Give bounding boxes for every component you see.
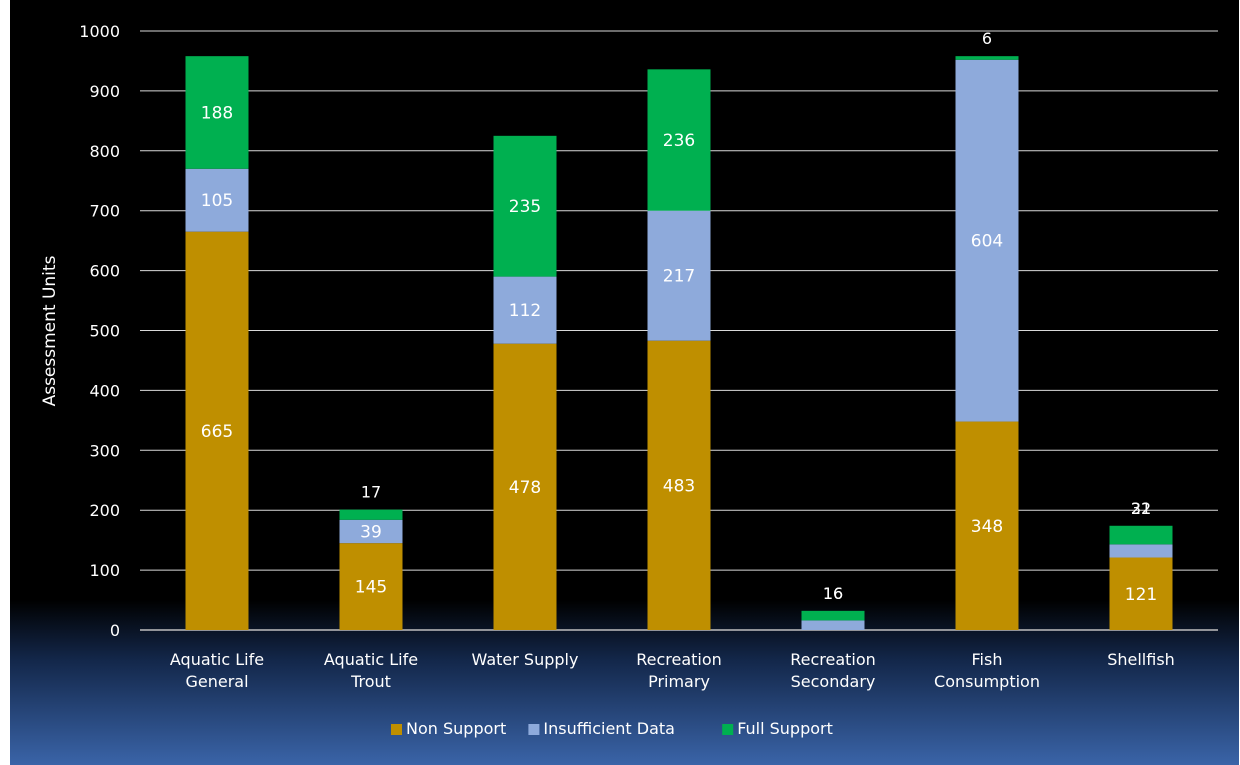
legend-label: Full Support	[737, 719, 833, 738]
legend-label: Non Support	[406, 719, 506, 738]
x-category-label: Recreation	[636, 650, 722, 669]
bar-segment	[647, 69, 711, 211]
bar-segment	[647, 210, 711, 341]
y-tick-label: 300	[89, 441, 120, 460]
bar-segment	[493, 276, 557, 344]
data-label: 665	[201, 422, 233, 442]
y-axis-ticks: 0 100 200 300 400 500 600 700 800 900 1000	[79, 22, 120, 640]
data-label: 235	[509, 197, 541, 217]
x-category-label: Shellfish	[1107, 650, 1175, 669]
data-label: 188	[201, 103, 233, 123]
y-tick-label: 0	[110, 621, 120, 640]
data-label: 217	[663, 267, 695, 287]
bars	[185, 56, 1173, 631]
y-tick-label: 200	[89, 501, 120, 520]
data-label: 22	[1131, 499, 1151, 518]
bar-segment	[647, 340, 711, 630]
bar-segment	[1109, 525, 1173, 545]
data-label: 145	[355, 578, 387, 598]
legend-swatch	[391, 724, 402, 735]
bar-segment	[1109, 557, 1173, 630]
y-tick-label: 1000	[79, 22, 120, 41]
x-category-label: Secondary	[791, 672, 876, 691]
legend-swatch	[722, 724, 734, 735]
data-label: 236	[663, 131, 695, 151]
x-axis-categories: Aquatic Life General Aquatic Life Trout Wate…	[170, 650, 1175, 691]
legend-item[interactable]: Non Support	[391, 719, 506, 738]
bar-segment	[493, 343, 557, 630]
x-category-label: Consumption	[934, 672, 1040, 691]
data-label: 6	[982, 29, 992, 48]
bar-segment	[339, 509, 403, 520]
y-tick-label: 400	[89, 381, 120, 400]
legend-label: Insufficient Data	[543, 719, 675, 738]
data-label: 39	[360, 522, 382, 542]
data-label: 16	[823, 584, 843, 603]
data-label: 105	[201, 191, 233, 211]
y-tick-label: 900	[89, 82, 120, 101]
x-category-label: General	[185, 672, 248, 691]
x-category-label: Aquatic Life	[324, 650, 418, 669]
bar-segment	[339, 543, 403, 630]
bar-segment	[955, 421, 1019, 630]
bar-segment	[955, 56, 1019, 60]
y-axis-label: Assessment Units	[40, 255, 60, 406]
data-label: 483	[663, 476, 695, 496]
legend-swatch	[528, 724, 540, 735]
bar-segment	[801, 610, 865, 621]
data-label: 112	[509, 301, 541, 321]
x-category-label: Aquatic Life	[170, 650, 264, 669]
data-label: 604	[971, 232, 1003, 252]
legend[interactable]: Non Support Insufficient Data Full Support	[391, 719, 833, 738]
bar-segment	[185, 168, 249, 232]
bar-segment	[339, 519, 403, 544]
x-category-label: Trout	[350, 672, 391, 691]
bar-segment	[185, 56, 249, 169]
x-category-label: Recreation	[790, 650, 876, 669]
data-label: 478	[509, 478, 541, 498]
data-label: 16	[823, 584, 843, 603]
legend-item[interactable]: Insufficient Data	[528, 719, 675, 738]
y-tick-label: 500	[89, 322, 120, 341]
x-category-label: Primary	[648, 672, 710, 691]
legend-item[interactable]: Full Support	[722, 719, 833, 738]
data-label: 121	[1125, 585, 1157, 605]
y-tick-label: 800	[89, 142, 120, 161]
y-tick-label: 100	[89, 561, 120, 580]
bar-segment	[1109, 544, 1173, 558]
bar-segment	[955, 59, 1019, 422]
x-category-label: Water Supply	[472, 650, 579, 669]
data-label: 17	[361, 483, 381, 502]
data-label: 348	[971, 517, 1003, 537]
x-category-label: Fish	[972, 650, 1003, 669]
y-tick-label: 700	[89, 202, 120, 221]
data-label: 31	[1131, 499, 1151, 518]
y-tick-label: 600	[89, 262, 120, 281]
bar-segment	[185, 231, 249, 631]
bar-segment	[801, 620, 865, 630]
bar-segment	[493, 135, 557, 277]
